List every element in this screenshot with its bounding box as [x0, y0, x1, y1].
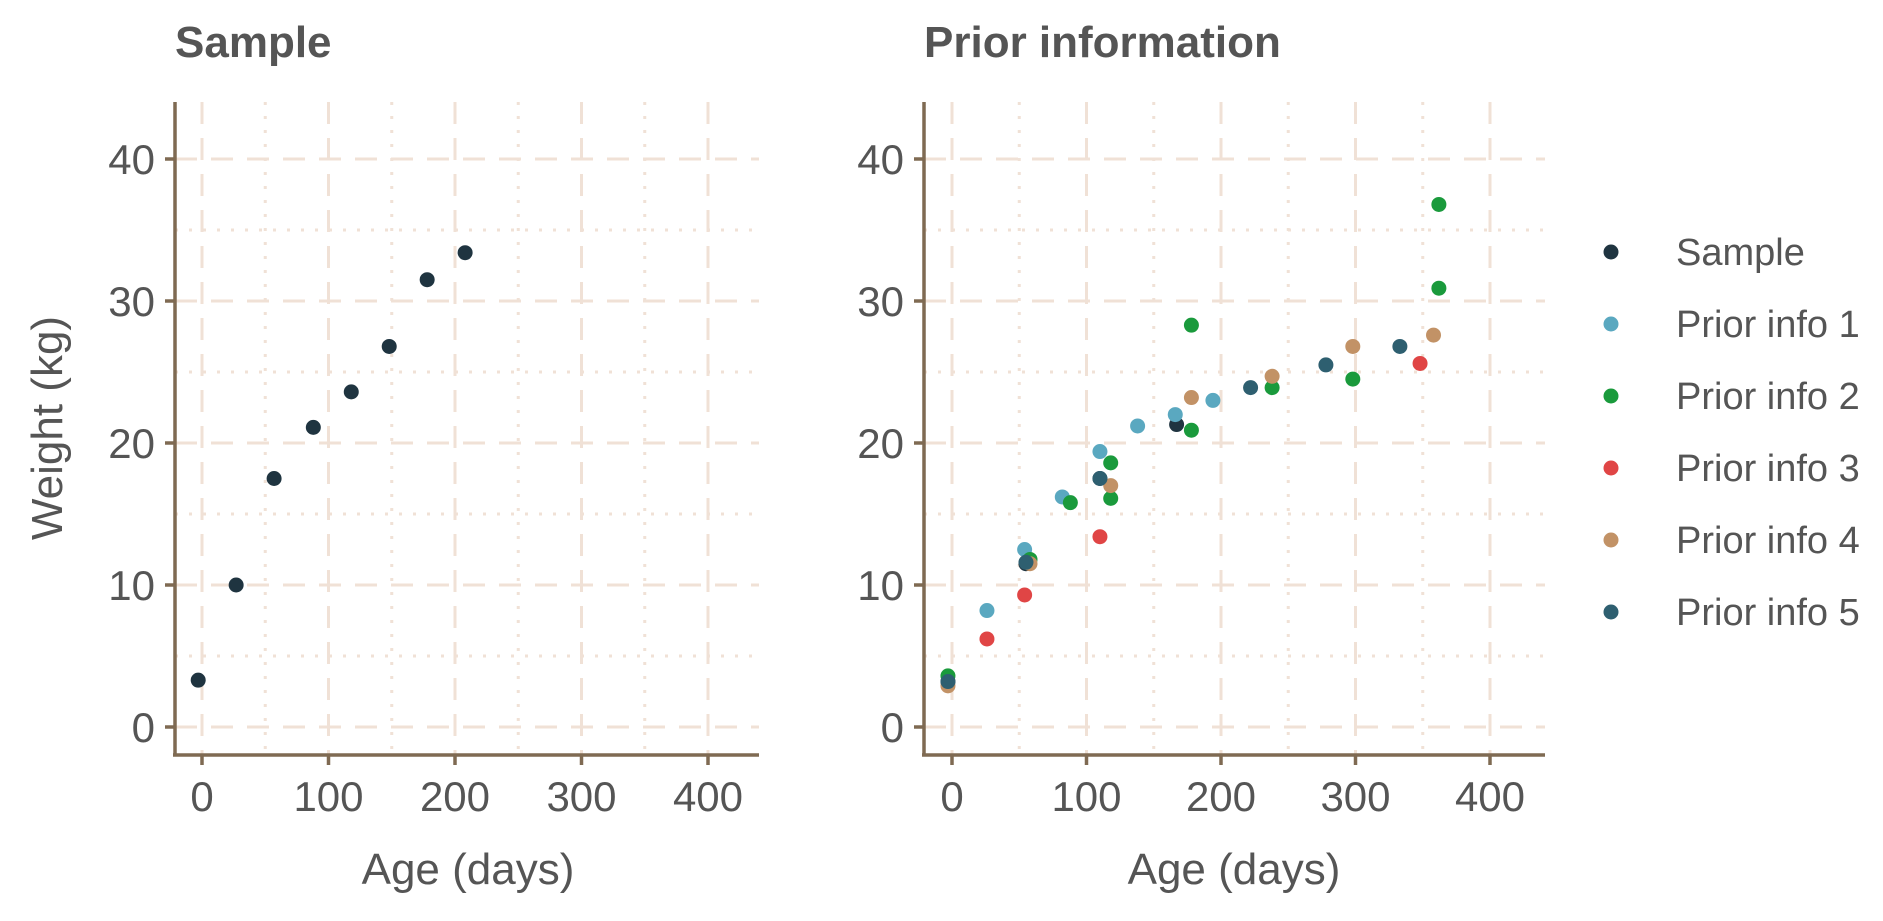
y-tick-label: 30 [108, 278, 155, 325]
y-axis-title: Weight (kg) [23, 316, 72, 540]
y-tick-label: 40 [108, 136, 155, 183]
point-sample [381, 338, 397, 354]
prior-x-axis-title: Age (days) [1128, 845, 1341, 894]
x-tick-label: 100 [1051, 773, 1121, 820]
prior-grid [924, 102, 1545, 755]
sample-axis-ticks: 0 100 200 300 400 0 10 20 30 40 [108, 136, 743, 820]
legend-marker-prior-info-1 [1603, 316, 1619, 332]
point-prior-info-5 [1318, 357, 1334, 373]
x-tick-label: 0 [190, 773, 213, 820]
point-prior-info-1 [1205, 392, 1221, 408]
point-sample [228, 577, 244, 593]
y-tick-label: 0 [132, 704, 155, 751]
point-prior-info-3 [1017, 587, 1033, 603]
point-prior-info-1 [979, 603, 995, 619]
point-prior-info-1 [1167, 407, 1183, 423]
point-prior-info-4 [1264, 368, 1280, 384]
point-prior-info-5 [1018, 554, 1034, 570]
point-prior-info-2 [1062, 495, 1078, 511]
y-tick-label: 40 [857, 136, 904, 183]
legend-marker-prior-info-2 [1603, 388, 1619, 404]
legend-label-prior-info-1: Prior info 1 [1676, 304, 1860, 346]
point-prior-info-4 [1103, 478, 1119, 494]
point-prior-info-2 [1183, 422, 1199, 438]
point-sample [419, 272, 435, 288]
point-prior-info-4 [1183, 390, 1199, 406]
panel-title-prior-information: Prior information [924, 18, 1281, 67]
x-tick-label: 200 [1186, 773, 1256, 820]
x-tick-label: 100 [293, 773, 363, 820]
point-prior-info-4 [1345, 338, 1361, 354]
point-prior-info-2 [1103, 490, 1119, 506]
prior-information-panel: Prior information 0 100 200 300 400 0 10 20 30 40… [857, 18, 1545, 894]
point-prior-info-5 [940, 674, 956, 690]
point-prior-info-2 [1103, 455, 1119, 471]
sample-grid [175, 102, 759, 755]
x-tick-label: 400 [673, 773, 743, 820]
legend-marker-sample [1603, 244, 1619, 260]
legend-label-prior-info-2: Prior info 2 [1676, 376, 1860, 418]
point-sample [305, 419, 321, 435]
legend-label-prior-info-3: Prior info 3 [1676, 448, 1860, 490]
point-prior-info-2 [1431, 196, 1447, 212]
x-tick-label: 300 [546, 773, 616, 820]
y-tick-label: 20 [857, 420, 904, 467]
prior-points [940, 196, 1447, 694]
point-prior-info-2 [1345, 371, 1361, 387]
point-prior-info-3 [1092, 529, 1108, 545]
y-tick-label: 10 [857, 562, 904, 609]
point-prior-info-1 [1092, 444, 1108, 460]
legend-marker-prior-info-5 [1603, 604, 1619, 620]
prior-axis-ticks: 0 100 200 300 400 0 10 20 30 40 [857, 136, 1525, 820]
point-prior-info-3 [979, 631, 995, 647]
point-sample [266, 471, 282, 486]
point-prior-info-5 [1392, 338, 1408, 354]
sample-panel: Sample 0 100 200 300 400 0 10 20 30 40 Age (days)… [23, 18, 759, 894]
y-tick-label: 0 [881, 704, 904, 751]
y-tick-label: 20 [108, 420, 155, 467]
point-prior-info-1 [1130, 418, 1146, 434]
legend-marker-prior-info-4 [1603, 532, 1619, 548]
point-prior-info-5 [1243, 380, 1259, 396]
point-prior-info-3 [1412, 355, 1428, 371]
point-prior-info-4 [1426, 327, 1442, 343]
point-sample [190, 672, 206, 688]
x-tick-label: 0 [940, 773, 963, 820]
y-tick-label: 30 [857, 278, 904, 325]
point-prior-info-2 [1264, 380, 1280, 396]
sample-x-axis-title: Age (days) [362, 845, 575, 894]
point-prior-info-2 [1431, 280, 1447, 296]
x-tick-label: 400 [1455, 773, 1525, 820]
point-prior-info-2 [1183, 317, 1199, 333]
legend-label-prior-info-4: Prior info 4 [1676, 520, 1860, 562]
point-sample [343, 384, 359, 400]
legend-label-prior-info-5: Prior info 5 [1676, 592, 1860, 634]
point-prior-info-5 [1092, 471, 1108, 486]
x-tick-label: 300 [1320, 773, 1390, 820]
legend-label-sample: Sample [1676, 232, 1805, 274]
y-tick-label: 10 [108, 562, 155, 609]
sample-points [190, 245, 473, 688]
x-tick-label: 200 [420, 773, 490, 820]
panel-title-sample: Sample [175, 18, 332, 67]
point-sample [457, 245, 473, 261]
legend-marker-prior-info-3 [1603, 460, 1619, 476]
legend: Sample Prior info 1 Prior info 2 Prior info… [1603, 232, 1860, 634]
